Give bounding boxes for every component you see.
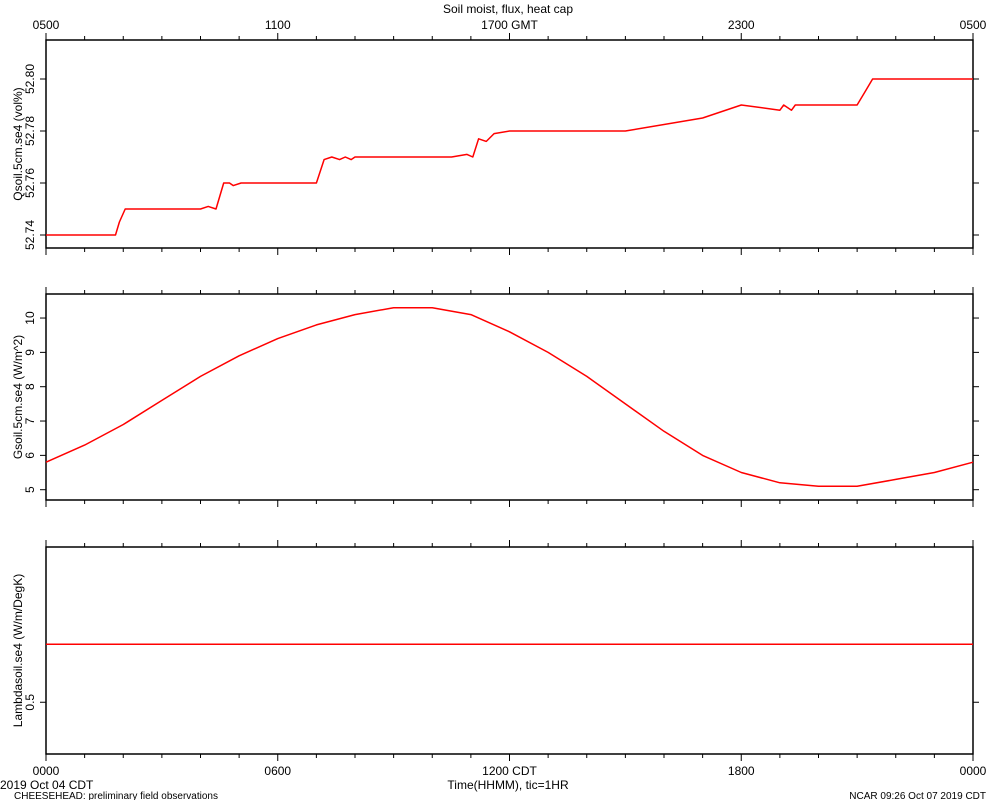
- bottom-tick-label: 0000: [33, 764, 60, 778]
- top-tick-label: 0500: [960, 18, 987, 32]
- y-tick-label: 8: [23, 383, 37, 390]
- y-axis-label: Gsoil.5cm.se4 (W/m^2): [11, 335, 25, 459]
- y-tick-label: 9: [23, 349, 37, 356]
- y-tick-label: 6: [23, 452, 37, 459]
- top-tick-label: 2300: [728, 18, 755, 32]
- top-tick-label: 1700 GMT: [481, 18, 538, 32]
- y-tick-label: 52.74: [23, 220, 37, 250]
- series-line-2: [45, 306, 974, 488]
- panel-2-frame: [45, 293, 974, 501]
- panel-1-frame: [45, 39, 974, 249]
- y-tick-label: 5: [23, 486, 37, 493]
- series-line-1: [46, 78, 973, 236]
- footer-date: 2019 Oct 04 CDT: [0, 778, 94, 792]
- y-axis-label: Lambdasoil.se4 (W/m/DegK): [11, 574, 25, 727]
- y-tick-label: 10: [23, 311, 37, 325]
- chart-title: Soil moist, flux, heat cap: [443, 2, 573, 16]
- bottom-tick-label: 1800: [728, 764, 755, 778]
- top-tick-label: 0500: [33, 18, 60, 32]
- y-tick-label: 52.78: [23, 116, 37, 146]
- top-tick-label: 1100: [265, 18, 291, 32]
- panel-3-frame: [45, 546, 974, 755]
- bottom-tick-label: 0000: [960, 764, 987, 778]
- y-tick-label: 7: [23, 417, 37, 424]
- x-axis-label: Time(HHMM), tic=1HR: [447, 778, 569, 792]
- y-tick-label: 0.5: [23, 694, 37, 711]
- footer-project: CHEESEHEAD: preliminary field observatio…: [14, 791, 218, 800]
- bottom-tick-label: 0600: [264, 764, 291, 778]
- y-tick-label: 52.80: [23, 64, 37, 94]
- bottom-tick-label: 1200 CDT: [482, 764, 537, 778]
- footer-stamp: NCAR 09:26 Oct 07 2019 CDT: [849, 791, 986, 800]
- y-axis-label: Qsoil.5cm.se4 (vol%): [11, 87, 25, 200]
- y-tick-label: 52.76: [23, 168, 37, 198]
